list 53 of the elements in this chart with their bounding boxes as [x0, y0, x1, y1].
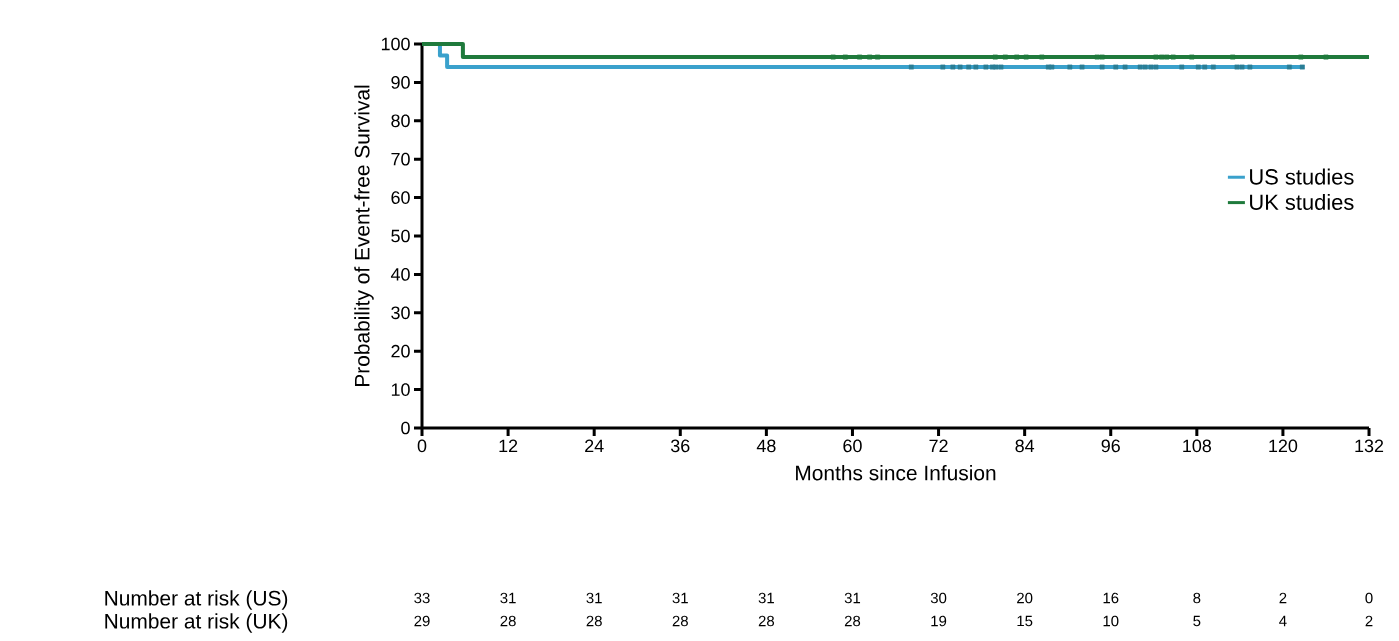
text: 16 — [1103, 592, 1119, 604]
x-tick-label: 84 — [1015, 439, 1035, 453]
y-tick-label: 100 — [381, 37, 410, 51]
text: 19 — [931, 615, 947, 627]
text: 15 — [1017, 615, 1033, 627]
y-tick-label: 30 — [391, 306, 410, 320]
text: 28 — [672, 615, 688, 627]
y-tick-label: 70 — [391, 152, 410, 166]
x-tick-label: 120 — [1269, 439, 1298, 453]
y-axis-title: Probability of Event-free Survival — [354, 85, 374, 387]
legend-label: US studies — [1250, 168, 1354, 185]
text: 31 — [844, 592, 861, 604]
y-tick-label: 60 — [391, 191, 410, 204]
y-tick-label: 0 — [401, 421, 410, 435]
text: 2 — [1365, 615, 1373, 627]
text: 10 — [1103, 615, 1119, 627]
y-tick-label: 50 — [391, 229, 410, 243]
text: 29 — [414, 615, 430, 627]
x-tick-label: 132 — [1355, 439, 1384, 453]
y-tick-label: 20 — [391, 344, 410, 358]
x-tick-label: 0 — [417, 439, 427, 453]
text: 28 — [844, 615, 861, 627]
text: Number at risk (UK) — [105, 613, 288, 633]
text: 31 — [672, 592, 688, 604]
x-tick-label: 60 — [843, 439, 862, 453]
y-tick-label: 80 — [391, 114, 410, 128]
text: 31 — [586, 592, 602, 604]
text: 0 — [1365, 592, 1373, 604]
x-tick-label: 12 — [499, 439, 518, 453]
text: 20 — [1017, 592, 1033, 604]
text: 4 — [1279, 615, 1287, 627]
x-tick-label: 24 — [585, 439, 604, 453]
y-tick-label: 40 — [390, 268, 410, 281]
text: 33 — [414, 592, 430, 604]
text: 2 — [1279, 592, 1287, 604]
legend-label: UK studies — [1250, 193, 1354, 211]
x-axis-title: Months since Infusion — [796, 465, 996, 481]
text: 28 — [758, 615, 775, 627]
x-tick-label: 72 — [929, 439, 948, 453]
y-tick-label: 10 — [391, 383, 410, 396]
text: 31 — [500, 592, 516, 604]
text: 28 — [500, 615, 516, 627]
x-tick-label: 96 — [1101, 439, 1120, 453]
x-tick-label: 36 — [670, 439, 690, 453]
text: 8 — [1193, 592, 1201, 604]
text: Number at risk (US) — [105, 590, 288, 610]
text: 31 — [758, 592, 774, 604]
text: 30 — [930, 592, 947, 604]
text: 5 — [1193, 615, 1201, 627]
x-tick-label: 108 — [1183, 439, 1212, 453]
y-tick-label: 90 — [391, 76, 410, 89]
x-tick-label: 48 — [756, 439, 776, 453]
text: 28 — [586, 615, 602, 627]
